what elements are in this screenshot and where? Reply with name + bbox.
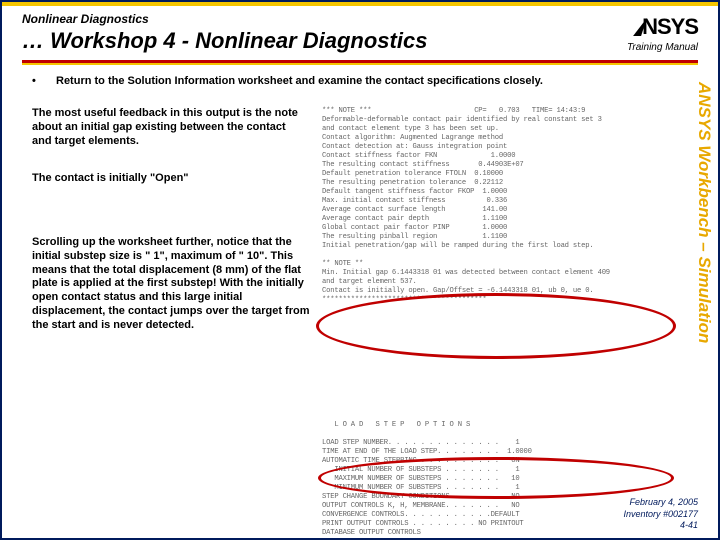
- paragraph-3: Scrolling up the worksheet further, noti…: [32, 236, 312, 332]
- breadcrumb: Nonlinear Diagnostics: [22, 12, 698, 26]
- footer-page: 4-41: [623, 520, 698, 532]
- bullet-row: • Return to the Solution Information wor…: [32, 75, 678, 87]
- footer-date: February 4, 2005: [623, 497, 698, 509]
- footer: February 4, 2005 Inventory #002177 4-41: [623, 497, 698, 532]
- title-row: … Workshop 4 - Nonlinear Diagnostics: [22, 28, 698, 54]
- bullet-text: Return to the Solution Information works…: [56, 75, 678, 87]
- header: Nonlinear Diagnostics … Workshop 4 - Non…: [2, 6, 718, 56]
- ansys-logo: NSYS: [627, 14, 698, 40]
- highlight-ellipse-1: [316, 293, 676, 359]
- divider-gold: [22, 63, 698, 65]
- output-panel-1: *** NOTE *** CP= 0.703 TIME= 14:43:9 Def…: [322, 107, 662, 305]
- training-label: Training Manual: [627, 42, 698, 53]
- page-title: … Workshop 4 - Nonlinear Diagnostics: [22, 28, 427, 54]
- paragraph-2: The contact is initially "Open": [32, 172, 302, 186]
- logo-block: NSYS Training Manual: [627, 14, 698, 53]
- footer-inventory: Inventory #002177: [623, 509, 698, 521]
- logo-text: NSYS: [642, 14, 698, 39]
- bullet-icon: •: [32, 75, 40, 87]
- paragraph-1: The most useful feedback in this output …: [32, 107, 302, 148]
- content: • Return to the Solution Information wor…: [2, 71, 718, 332]
- highlight-ellipse-2: [318, 457, 674, 499]
